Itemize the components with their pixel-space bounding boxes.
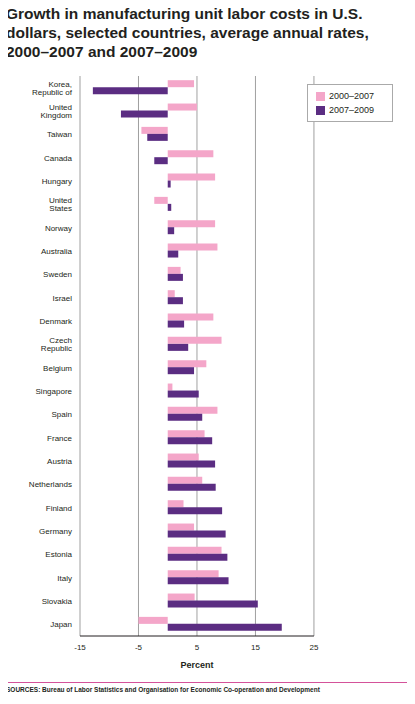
svg-text:Estonia: Estonia <box>45 550 72 559</box>
svg-text:-15: -15 <box>74 643 86 652</box>
svg-text:Austria: Austria <box>47 457 72 466</box>
svg-text:Japan: Japan <box>50 620 72 629</box>
svg-text:Norway: Norway <box>45 224 72 233</box>
svg-text:Denmark: Denmark <box>40 317 73 326</box>
svg-text:25: 25 <box>309 643 318 652</box>
html-text:2000–2007: 2000–2007 <box>328 91 374 101</box>
svg-text:Germany: Germany <box>39 527 72 536</box>
svg-text:Percent: Percent <box>180 660 213 670</box>
html-text:2007–2009: 2007–2009 <box>328 105 374 115</box>
svg-text:Italy: Italy <box>57 574 72 583</box>
html-text:Growth in manufacturing unit l: Growth in manufacturing unit labor costs… <box>6 5 369 60</box>
svg-text:-5: -5 <box>135 643 143 652</box>
svg-text:UnitedKingdom: UnitedKingdom <box>40 103 72 120</box>
svg-text:Slovakia: Slovakia <box>42 597 73 606</box>
svg-text:Finland: Finland <box>46 504 72 513</box>
svg-text:UnitedStates: UnitedStates <box>49 196 72 213</box>
svg-text:CzechRepublic: CzechRepublic <box>41 336 72 353</box>
svg-text:5: 5 <box>195 643 200 652</box>
svg-text:Israel: Israel <box>52 294 72 303</box>
svg-text:Taiwan: Taiwan <box>47 130 72 139</box>
svg-text:15: 15 <box>251 643 260 652</box>
html-text:SOURCES: Bureau of Labor Stati: SOURCES: Bureau of Labor Statistics and … <box>6 686 320 693</box>
svg-text:France: France <box>47 434 72 443</box>
svg-text:Belgium: Belgium <box>43 364 72 373</box>
svg-text:Australia: Australia <box>41 247 73 256</box>
svg-text:Singapore: Singapore <box>36 387 73 396</box>
svg-text:Sweden: Sweden <box>43 270 72 279</box>
svg-text:Spain: Spain <box>52 410 72 419</box>
svg-text:Canada: Canada <box>44 154 73 163</box>
svg-text:Netherlands: Netherlands <box>29 480 72 489</box>
svg-text:Korea,Republic of: Korea,Republic of <box>32 80 73 97</box>
svg-text:Hungary: Hungary <box>42 177 72 186</box>
